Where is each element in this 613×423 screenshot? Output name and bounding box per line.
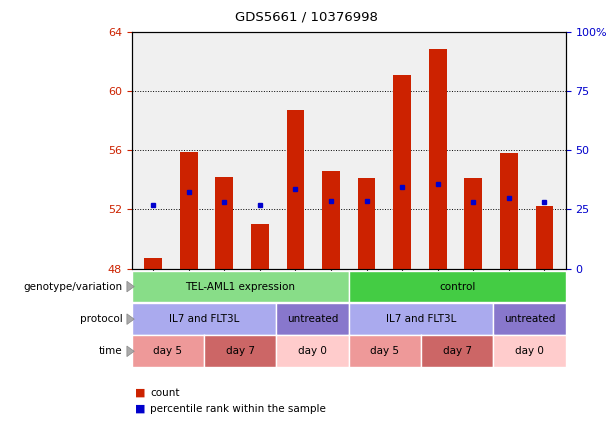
- Bar: [500, 153, 518, 269]
- Text: IL7 and FLT3L: IL7 and FLT3L: [169, 314, 239, 324]
- Bar: [536, 206, 554, 269]
- Text: protocol: protocol: [80, 314, 123, 324]
- Bar: [286, 110, 304, 269]
- Text: IL7 and FLT3L: IL7 and FLT3L: [386, 314, 456, 324]
- Text: day 5: day 5: [370, 346, 400, 356]
- Text: day 0: day 0: [298, 346, 327, 356]
- Text: GDS5661 / 10376998: GDS5661 / 10376998: [235, 11, 378, 24]
- Bar: [429, 49, 447, 269]
- Text: day 7: day 7: [443, 346, 472, 356]
- Bar: [215, 177, 233, 269]
- Text: ■: ■: [135, 387, 145, 398]
- Text: TEL-AML1 expression: TEL-AML1 expression: [185, 282, 295, 291]
- Text: ■: ■: [135, 404, 145, 414]
- Bar: [358, 179, 376, 269]
- Text: control: control: [439, 282, 476, 291]
- Bar: [465, 179, 482, 269]
- Text: untreated: untreated: [287, 314, 338, 324]
- Bar: [144, 258, 162, 269]
- Text: percentile rank within the sample: percentile rank within the sample: [150, 404, 326, 414]
- Bar: [180, 152, 197, 269]
- Bar: [394, 74, 411, 269]
- Text: day 7: day 7: [226, 346, 255, 356]
- Text: day 5: day 5: [153, 346, 183, 356]
- Text: genotype/variation: genotype/variation: [23, 282, 123, 291]
- Text: day 0: day 0: [515, 346, 544, 356]
- Bar: [251, 224, 268, 269]
- Bar: [322, 171, 340, 269]
- Text: time: time: [99, 346, 123, 356]
- Text: untreated: untreated: [504, 314, 555, 324]
- Text: count: count: [150, 387, 180, 398]
